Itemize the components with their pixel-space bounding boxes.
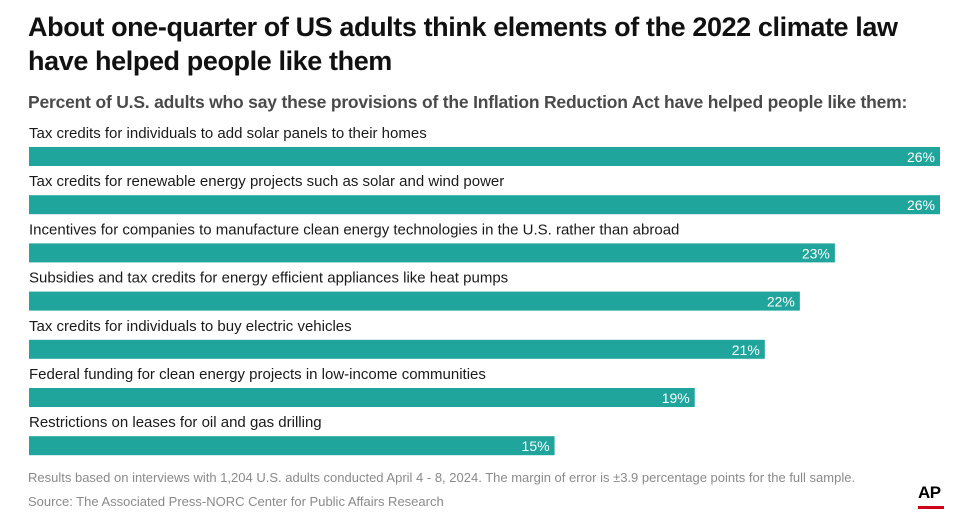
value-label: 26% [907, 197, 935, 213]
category-label: Tax credits for renewable energy project… [29, 173, 504, 190]
value-label: 23% [802, 245, 830, 261]
value-label: 19% [662, 390, 690, 406]
category-label: Incentives for companies to manufacture … [29, 221, 679, 238]
value-label: 21% [732, 342, 760, 358]
chart-title: About one-quarter of US adults think ele… [28, 12, 898, 76]
value-label: 26% [907, 149, 935, 165]
bar [29, 388, 695, 407]
bar [29, 243, 835, 263]
ap-logo-text: AP [918, 483, 941, 502]
category-label: Subsidies and tax credits for energy eff… [29, 270, 508, 287]
bar [29, 147, 940, 166]
bar [29, 291, 800, 311]
methodology-note: Results based on interviews with 1,204 U… [28, 470, 856, 485]
bar [29, 436, 555, 456]
ap-logo: AP [918, 484, 946, 510]
category-label: Federal funding for clean energy project… [29, 366, 486, 383]
source-note: Source: The Associated Press-NORC Center… [28, 494, 444, 509]
bar [29, 195, 940, 215]
category-label: Restrictions on leases for oil and gas d… [29, 414, 322, 431]
ap-logo-underline [918, 506, 944, 509]
value-label: 22% [767, 294, 795, 310]
category-label: Tax credits for individuals to buy elect… [29, 318, 352, 335]
bar [29, 339, 765, 359]
category-label: Tax credits for individuals to add solar… [29, 125, 427, 142]
bar-chart: Tax credits for individuals to add solar… [29, 125, 940, 456]
chart-subtitle: Percent of U.S. adults who say these pro… [28, 92, 908, 112]
value-label: 15% [522, 438, 550, 454]
